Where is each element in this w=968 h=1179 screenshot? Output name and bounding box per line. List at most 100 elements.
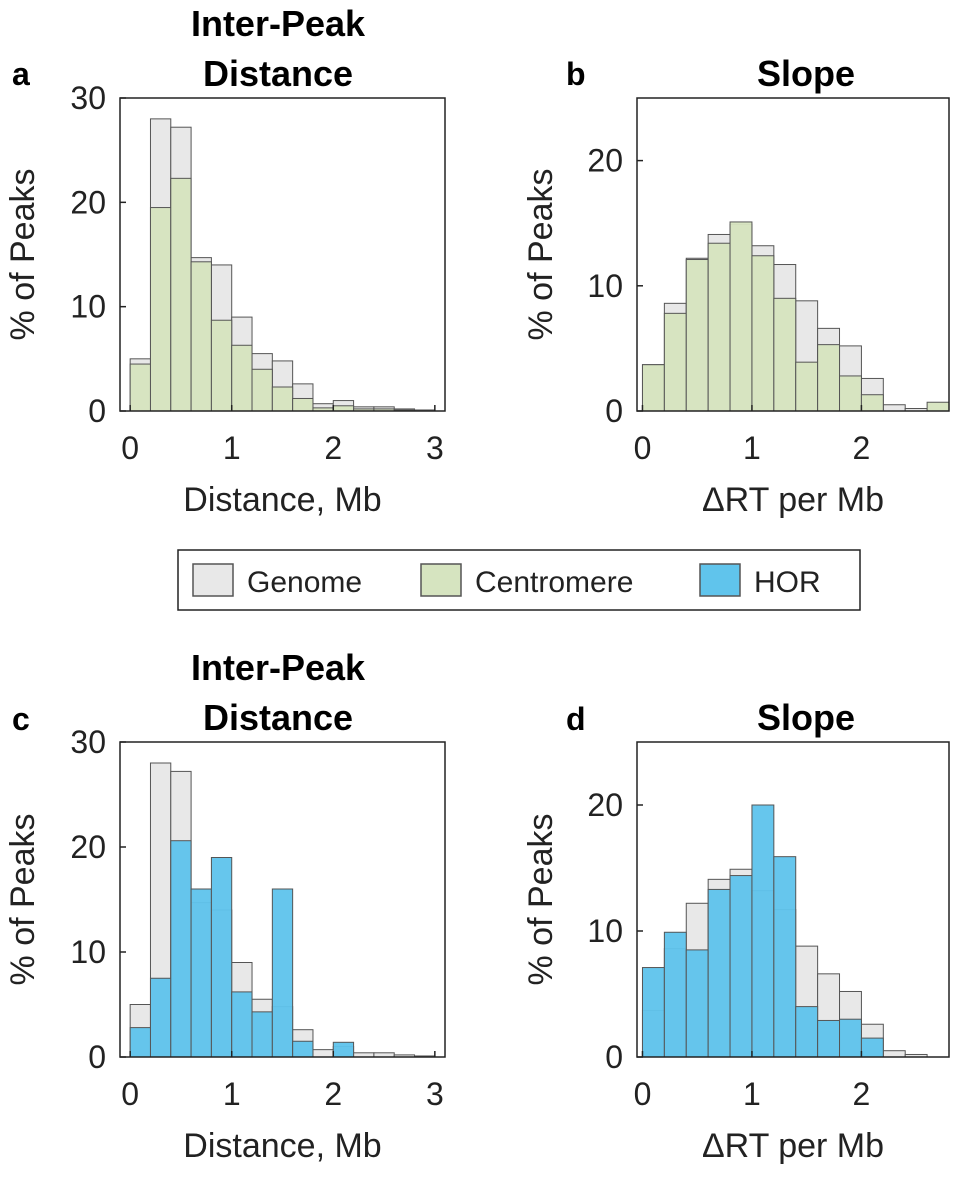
legend-label-genome: Genome — [247, 566, 362, 599]
legend-swatch-genome — [192, 563, 234, 597]
bar-hor — [839, 1018, 862, 1058]
bar-genome — [882, 1050, 906, 1058]
x-tick-label: 3 — [426, 1076, 444, 1112]
x-tick-label: 0 — [121, 430, 139, 466]
legend-swatch-centromere — [420, 563, 462, 597]
chart-title-line: Inter-Peak — [191, 647, 366, 688]
y-tick-label: 0 — [88, 393, 106, 429]
bar-centromere — [129, 363, 151, 412]
x-axis-label: Distance, Mb — [183, 481, 381, 519]
bar-hor — [170, 840, 192, 1058]
panel-d-slope: d Slope 0 10 20 0 1 2 ΔRT per Mb % of Peaks — [522, 697, 950, 1165]
y-tick-label: 30 — [70, 80, 106, 116]
y-tick-label: 0 — [605, 1039, 623, 1075]
y-tick-label: 20 — [70, 829, 106, 865]
bar-centromere — [231, 344, 253, 412]
bar-centromere — [190, 261, 212, 412]
panel-label: d — [566, 701, 586, 737]
chart-title-line: Distance — [203, 697, 353, 738]
chart-title-line: Slope — [757, 697, 855, 738]
bar-centromere — [773, 297, 797, 412]
y-tick-label: 20 — [587, 787, 623, 823]
legend-box — [177, 549, 861, 611]
chart-title-line: Distance — [203, 53, 353, 94]
bar-hor — [707, 888, 731, 1058]
y-axis-label: % of Peaks — [4, 814, 42, 986]
y-tick-label: 10 — [587, 268, 623, 304]
y-tick-label: 0 — [605, 393, 623, 429]
bar-centromere — [860, 394, 884, 412]
x-tick-label: 0 — [634, 430, 652, 466]
x-tick-label: 2 — [324, 1076, 342, 1112]
x-tick-label: 3 — [426, 430, 444, 466]
panel-label: b — [566, 56, 586, 92]
bar-hor — [860, 1037, 884, 1058]
y-tick-label: 20 — [70, 184, 106, 220]
bar-genome — [312, 1049, 334, 1058]
bar-centromere — [926, 401, 950, 412]
axes-frame — [119, 97, 446, 412]
bar-centromere — [707, 242, 731, 412]
x-tick-label: 2 — [853, 1076, 871, 1112]
panel-c-inter-peak-distance: c Inter-Peak Distance 0 10 20 30 0 1 2 3 Distance, … — [4, 647, 446, 1165]
bar-hor — [332, 1041, 355, 1058]
bar-hor — [271, 888, 294, 1058]
bar-centromere — [751, 255, 775, 412]
bar-centromere — [795, 361, 819, 412]
x-tick-label: 0 — [634, 1076, 652, 1112]
bar-genome — [882, 404, 906, 412]
legend-swatch-hor — [699, 563, 741, 597]
bar-centromere — [663, 312, 687, 412]
bar-centromere — [210, 319, 233, 412]
bar-hor — [663, 931, 687, 1058]
y-tick-label: 10 — [70, 934, 106, 970]
axes-frame — [636, 741, 950, 1058]
bar-hor — [129, 1027, 151, 1058]
bar-centromere — [271, 386, 294, 412]
bar-hor — [773, 856, 797, 1058]
y-tick-label: 30 — [70, 724, 106, 760]
panel-label: a — [12, 56, 30, 92]
bar-centromere — [332, 405, 355, 412]
y-axis-label: % of Peaks — [522, 169, 560, 341]
bar-hor — [685, 949, 709, 1058]
bar-hor — [190, 888, 212, 1058]
x-tick-label: 2 — [324, 430, 342, 466]
y-axis-label: % of Peaks — [4, 169, 42, 341]
panel-label: c — [12, 701, 30, 737]
axes-frame — [636, 97, 950, 412]
bar-centromere — [251, 368, 273, 412]
bar-hor — [231, 991, 253, 1058]
x-axis-label: ΔRT per Mb — [702, 1127, 884, 1165]
x-tick-label: 1 — [743, 1076, 761, 1112]
bar-hor — [817, 1019, 841, 1058]
bar-centromere — [149, 207, 172, 412]
y-tick-label: 10 — [70, 289, 106, 325]
bar-centromere — [839, 375, 862, 412]
bar-hor — [292, 1040, 314, 1058]
x-axis-label: Distance, Mb — [183, 1127, 381, 1165]
bar-centromere — [170, 177, 192, 412]
y-tick-label: 20 — [587, 143, 623, 179]
bar-hor — [729, 875, 753, 1058]
chart-title-line: Inter-Peak — [191, 3, 366, 44]
x-axis-label: ΔRT per Mb — [702, 481, 884, 519]
x-tick-label: 2 — [853, 430, 871, 466]
x-tick-label: 1 — [223, 430, 241, 466]
legend-label-centromere: Centromere — [475, 566, 633, 599]
bar-hor — [795, 1006, 819, 1058]
bar-centromere — [685, 259, 709, 412]
x-tick-label: 1 — [223, 1076, 241, 1112]
bar-hor — [149, 977, 172, 1058]
axes-frame — [119, 741, 446, 1058]
bar-hor — [251, 1011, 273, 1058]
bar-centromere — [292, 397, 314, 412]
y-tick-label: 0 — [88, 1039, 106, 1075]
y-tick-label: 10 — [587, 913, 623, 949]
legend: Genome Centromere HOR — [177, 549, 861, 611]
chart-title-line: Slope — [757, 53, 855, 94]
bar-hor — [210, 857, 233, 1058]
x-tick-label: 0 — [121, 1076, 139, 1112]
panel-b-slope: b Slope 0 10 20 0 1 2 ΔRT per Mb % of Peaks — [522, 53, 950, 519]
panel-a-inter-peak-distance: a Inter-Peak Distance 0 10 20 30 0 1 2 3 Distance, … — [4, 3, 446, 519]
